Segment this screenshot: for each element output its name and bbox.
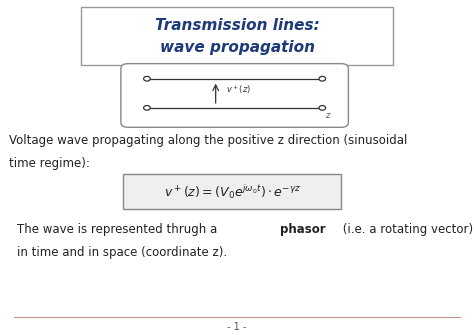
Text: Transmission lines:: Transmission lines: (155, 18, 319, 33)
Circle shape (144, 76, 150, 81)
Text: The wave is represented thrugh a: The wave is represented thrugh a (17, 223, 220, 236)
Text: time regime):: time regime): (9, 157, 91, 170)
Text: z: z (325, 111, 329, 120)
FancyBboxPatch shape (123, 174, 341, 209)
Text: (i.e. a rotating vector) both: (i.e. a rotating vector) both (339, 223, 474, 236)
FancyBboxPatch shape (81, 7, 393, 65)
Text: Voltage wave propagating along the positive z direction (sinusoidal: Voltage wave propagating along the posit… (9, 134, 408, 147)
Text: - 1 -: - 1 - (228, 322, 246, 332)
FancyBboxPatch shape (121, 64, 348, 127)
Text: $v^+(z) = (V_0 e^{j\omega_0 t})\cdot e^{-\gamma z}$: $v^+(z) = (V_0 e^{j\omega_0 t})\cdot e^{… (164, 183, 301, 201)
Circle shape (319, 106, 326, 110)
Circle shape (319, 76, 326, 81)
Text: in time and in space (coordinate z).: in time and in space (coordinate z). (17, 246, 227, 259)
Text: wave propagation: wave propagation (159, 40, 315, 55)
Circle shape (144, 106, 150, 110)
Text: $v^+(z)$: $v^+(z)$ (226, 84, 251, 96)
Text: phasor: phasor (280, 223, 326, 236)
